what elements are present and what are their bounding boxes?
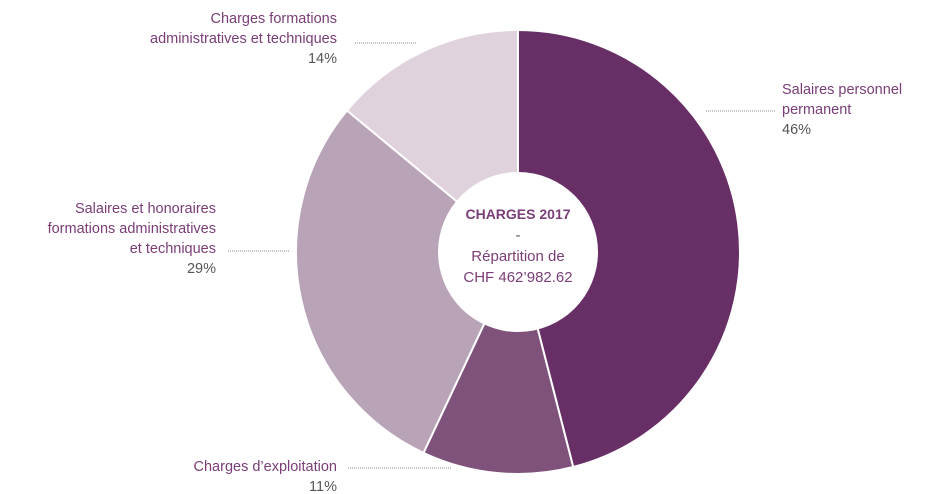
category-label: Salaires et honoraires formations admini… bbox=[47, 201, 216, 257]
slice bbox=[295, 109, 520, 455]
value-label: 46% bbox=[782, 122, 812, 138]
slice bbox=[517, 28, 741, 469]
value-label: 29% bbox=[186, 261, 216, 277]
category-label: Salaires personnel permanent bbox=[782, 82, 903, 118]
value-label: 11% bbox=[309, 479, 337, 494]
category-label: Charges formations administratives et te… bbox=[150, 11, 337, 47]
center-text: Répartition de bbox=[471, 248, 565, 265]
center-text: - bbox=[515, 227, 521, 244]
center-hole bbox=[438, 172, 598, 332]
slice bbox=[422, 249, 575, 475]
value-label: 14% bbox=[307, 51, 337, 67]
center-text: CHARGES 2017 bbox=[465, 206, 571, 222]
center-text: CHF 462’982.62 bbox=[463, 269, 573, 286]
category-label: Charges d’exploitation bbox=[193, 459, 337, 475]
